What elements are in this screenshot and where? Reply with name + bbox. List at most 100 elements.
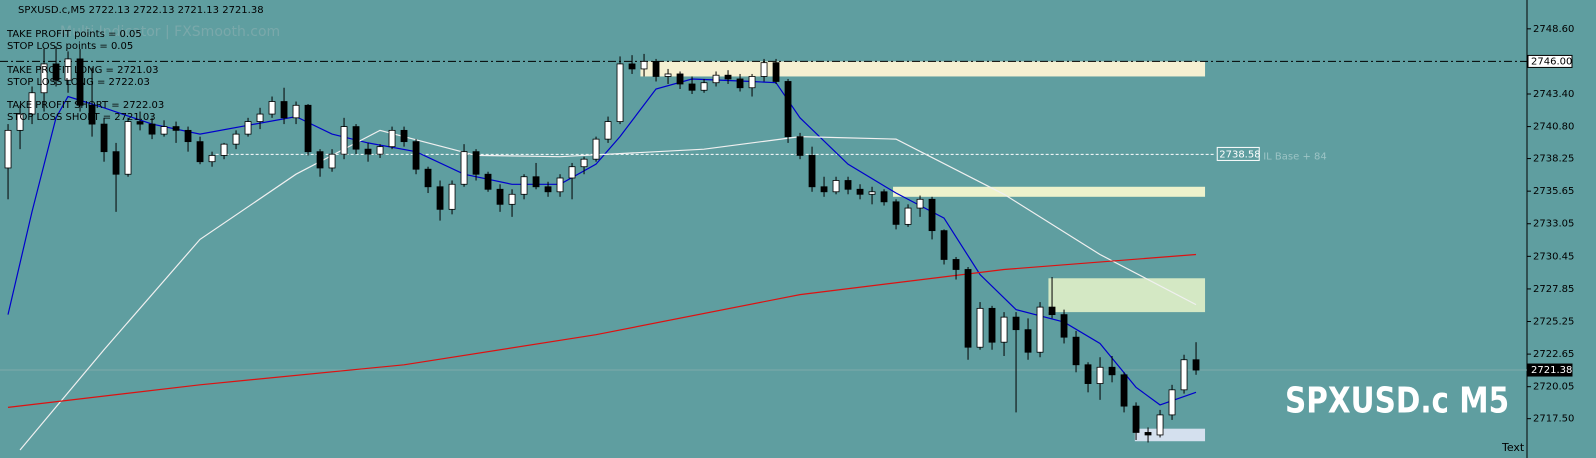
candle-body <box>148 123 156 135</box>
candle-body <box>784 81 792 138</box>
ma-line <box>7 78 1197 406</box>
level-note: IL Base + 84 <box>1263 151 1327 162</box>
candle-body <box>1000 316 1008 343</box>
candle-body <box>772 62 780 82</box>
candle-body <box>1012 316 1020 331</box>
candle-body <box>436 186 444 210</box>
candle-body <box>196 141 204 163</box>
candle-body <box>604 121 612 140</box>
candle-body <box>472 151 480 175</box>
candle-body <box>88 104 96 125</box>
candle-body <box>208 155 216 163</box>
candle-body <box>1132 405 1140 433</box>
candle-body <box>736 78 744 89</box>
watermark: Multi Indicator | FXSmooth.com <box>60 24 280 40</box>
y-tick-label: 2743.40 <box>1533 89 1574 100</box>
candle-body <box>976 307 984 348</box>
candle-body <box>160 126 168 135</box>
symbol-label: SPXUSD.c M5 <box>1285 378 1509 421</box>
candle-body <box>556 177 564 193</box>
zone <box>1134 428 1206 442</box>
candle-body <box>364 148 372 155</box>
candle-body <box>988 307 996 343</box>
candle-body <box>1084 364 1092 384</box>
candle-body <box>496 188 504 205</box>
candle-body <box>832 180 840 193</box>
candle-body <box>388 129 396 148</box>
candle-body <box>868 191 876 195</box>
candle-body <box>1096 366 1104 384</box>
candle-body <box>748 76 756 89</box>
y-tick-label: 2730.45 <box>1533 251 1574 262</box>
y-tick-label: 2735.65 <box>1533 186 1574 197</box>
ma-line <box>19 129 1197 451</box>
y-tick-label: 2722.65 <box>1533 349 1574 360</box>
candle-body <box>268 101 276 115</box>
y-tick-label: 2720.05 <box>1533 382 1574 393</box>
candle-body <box>40 63 48 94</box>
zone <box>893 186 1206 197</box>
candle-body <box>520 176 528 195</box>
candle-body <box>700 82 708 91</box>
candle-body <box>52 63 60 81</box>
price-axis <box>1527 0 1596 458</box>
candle-body <box>460 151 468 185</box>
candle-body <box>688 83 696 91</box>
candle-body <box>568 166 576 179</box>
candle-body <box>856 188 864 195</box>
candle-body <box>256 113 264 122</box>
level-box <box>1216 146 1260 161</box>
info-line: TAKE PROFIT LONG = 2721.03 <box>6 65 158 76</box>
candle-body <box>124 121 132 175</box>
y-tick-label: 2725.25 <box>1533 317 1574 328</box>
candle-body <box>232 133 240 145</box>
candle-body <box>508 193 516 205</box>
candle-body <box>304 104 312 153</box>
candle-body <box>664 73 672 77</box>
level-label: 2746.00 <box>1531 56 1572 67</box>
candle-body <box>544 186 552 193</box>
y-tick-label: 2740.80 <box>1533 122 1574 133</box>
candle-body <box>628 63 636 70</box>
candle-body <box>580 158 588 168</box>
candle-body <box>64 58 72 81</box>
candle-body <box>28 92 36 115</box>
info-line: STOP LOSS points = 0.05 <box>7 41 133 52</box>
y-tick-label: 2717.50 <box>1533 414 1574 425</box>
candle-body <box>808 155 816 188</box>
candle-body <box>1180 359 1188 391</box>
candle-body <box>1036 306 1044 353</box>
candle-body <box>424 168 432 188</box>
candle-body <box>1060 314 1068 338</box>
candle-body <box>448 183 456 210</box>
candle-body <box>676 73 684 85</box>
candle-body <box>616 63 624 122</box>
candle-body <box>916 198 924 209</box>
zone <box>640 61 1206 77</box>
candle-body <box>952 259 960 270</box>
candle-body <box>892 201 900 225</box>
zone <box>1048 278 1206 313</box>
info-line: TAKE PROFIT SHORT = 2722.03 <box>6 100 164 111</box>
header: SPXUSD.c,M5 2722.13 2722.13 2721.13 2721… <box>18 5 264 16</box>
level-label: 2721.38 <box>1531 365 1572 376</box>
candle-body <box>292 104 300 119</box>
candle-body <box>652 61 660 77</box>
level-box <box>1527 363 1573 377</box>
candle-body <box>1144 432 1152 436</box>
candle-body <box>880 191 888 203</box>
level-label: 2738.58 <box>1219 149 1260 160</box>
candle-body <box>100 123 108 153</box>
candle-body <box>184 129 192 143</box>
candle-body <box>796 136 804 156</box>
info-line: STOP LOSS SHORT = 2721.03 <box>7 112 156 123</box>
candle-body <box>1048 306 1056 316</box>
candle-body <box>1156 414 1164 436</box>
info-line: STOP LOSS LONG = 2722.03 <box>7 77 150 88</box>
candle-body <box>316 151 324 169</box>
candle-body <box>532 176 540 188</box>
candle-body <box>16 113 24 131</box>
candle-body <box>4 129 12 169</box>
candle-body <box>328 153 336 169</box>
